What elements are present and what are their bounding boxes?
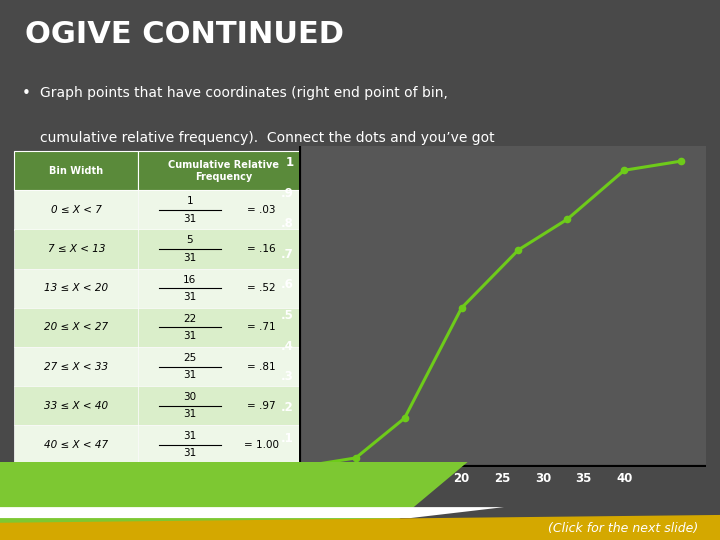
Text: 31: 31	[183, 448, 197, 458]
Text: OGIVE CONTINUED: OGIVE CONTINUED	[25, 19, 344, 49]
Text: = .52: = .52	[248, 283, 276, 293]
Text: 1: 1	[186, 197, 193, 206]
Text: 7 ≤ X < 13: 7 ≤ X < 13	[48, 244, 105, 254]
Bar	[138, 230, 310, 268]
Text: 31: 31	[183, 409, 197, 419]
Text: 22: 22	[183, 314, 197, 324]
Text: = .81: = .81	[248, 361, 276, 372]
Text: 31: 31	[183, 253, 197, 262]
Bar	[138, 347, 310, 386]
Bar	[14, 230, 138, 268]
Text: 31: 31	[183, 292, 197, 302]
Text: Cumulative Relative
Frequency: Cumulative Relative Frequency	[168, 160, 279, 182]
Text: 33 ≤ X < 40: 33 ≤ X < 40	[45, 401, 109, 411]
Polygon shape	[0, 515, 720, 540]
Bar	[138, 308, 310, 347]
Text: Bin Width: Bin Width	[50, 166, 104, 176]
Bar	[14, 347, 138, 386]
Text: = .03: = .03	[248, 205, 276, 215]
Text: 27 ≤ X < 33: 27 ≤ X < 33	[45, 361, 109, 372]
Text: (Click for the next slide): (Click for the next slide)	[548, 522, 698, 535]
Text: 40 ≤ X < 47: 40 ≤ X < 47	[45, 440, 109, 450]
Bar	[138, 151, 310, 190]
Polygon shape	[0, 507, 504, 518]
Text: 5: 5	[186, 235, 193, 246]
Text: 20 ≤ X < 27: 20 ≤ X < 27	[45, 322, 109, 333]
Bar	[14, 386, 138, 426]
Bar	[14, 191, 138, 229]
Text: = .97: = .97	[248, 401, 276, 411]
Text: 0 ≤ X < 7: 0 ≤ X < 7	[51, 205, 102, 215]
Text: cumulative relative frequency).  Connect the dots and you’ve got: cumulative relative frequency). Connect …	[40, 131, 494, 145]
Text: = .16: = .16	[248, 244, 276, 254]
Text: = 1.00: = 1.00	[244, 440, 279, 450]
Bar	[138, 426, 310, 464]
Bar	[138, 191, 310, 229]
Text: 31: 31	[183, 213, 197, 224]
Text: = .71: = .71	[248, 322, 276, 333]
Text: 30: 30	[183, 392, 197, 402]
Polygon shape	[0, 462, 468, 540]
Text: •: •	[22, 86, 30, 102]
Text: 31: 31	[183, 370, 197, 380]
Bar	[14, 308, 138, 347]
Bar	[138, 386, 310, 426]
Bar	[138, 269, 310, 308]
Text: 31: 31	[183, 331, 197, 341]
Text: 31: 31	[183, 431, 197, 441]
Bar	[14, 269, 138, 308]
Text: 13 ≤ X < 20: 13 ≤ X < 20	[45, 283, 109, 293]
Bar	[14, 151, 138, 190]
Text: 25: 25	[183, 353, 197, 363]
Bar	[14, 426, 138, 464]
Text: 16: 16	[183, 275, 197, 285]
Text: Graph points that have coordinates (right end point of bin,: Graph points that have coordinates (righ…	[40, 86, 447, 100]
